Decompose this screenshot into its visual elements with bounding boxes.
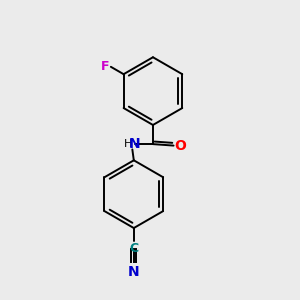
Text: H: H xyxy=(124,139,133,148)
Text: F: F xyxy=(101,60,110,73)
Text: N: N xyxy=(128,265,140,279)
Text: C: C xyxy=(129,242,138,256)
Text: N: N xyxy=(129,136,140,151)
Text: O: O xyxy=(174,139,186,153)
